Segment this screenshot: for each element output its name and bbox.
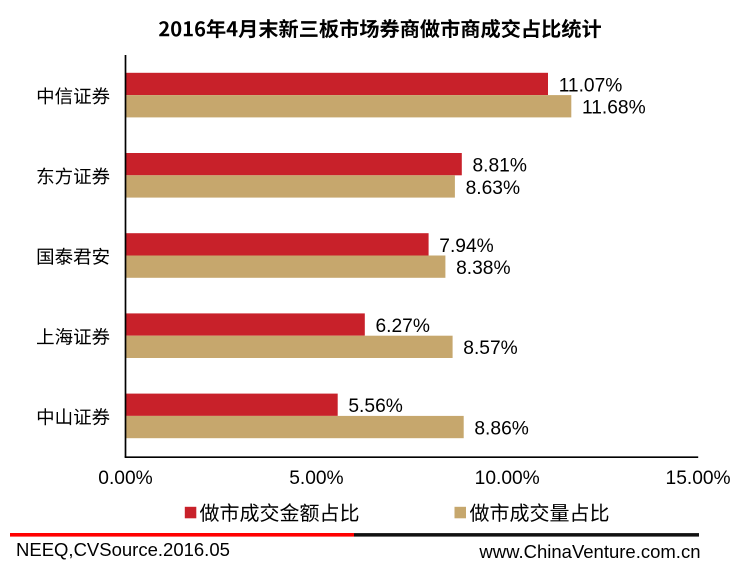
svg-text:NEEQ,CVSource.2016.05: NEEQ,CVSource.2016.05 [16, 539, 230, 560]
svg-text:10.00%: 10.00% [475, 468, 540, 489]
svg-text:8.86%: 8.86% [474, 418, 528, 439]
svg-text:11.07%: 11.07% [559, 75, 623, 96]
svg-text:8.81%: 8.81% [473, 156, 527, 177]
svg-text:5.00%: 5.00% [289, 468, 343, 489]
svg-text:5.56%: 5.56% [348, 396, 402, 417]
svg-text:8.57%: 8.57% [463, 338, 517, 359]
svg-text:15.00%: 15.00% [666, 468, 731, 489]
svg-text:7.94%: 7.94% [439, 236, 493, 257]
svg-text:0.00%: 0.00% [98, 468, 152, 489]
svg-text:www.ChinaVenture.com.cn: www.ChinaVenture.com.cn [478, 541, 700, 562]
svg-text:11.68%: 11.68% [582, 98, 646, 119]
svg-text:6.27%: 6.27% [376, 316, 430, 337]
svg-text:8.63%: 8.63% [466, 178, 520, 199]
svg-text:8.38%: 8.38% [456, 258, 510, 279]
